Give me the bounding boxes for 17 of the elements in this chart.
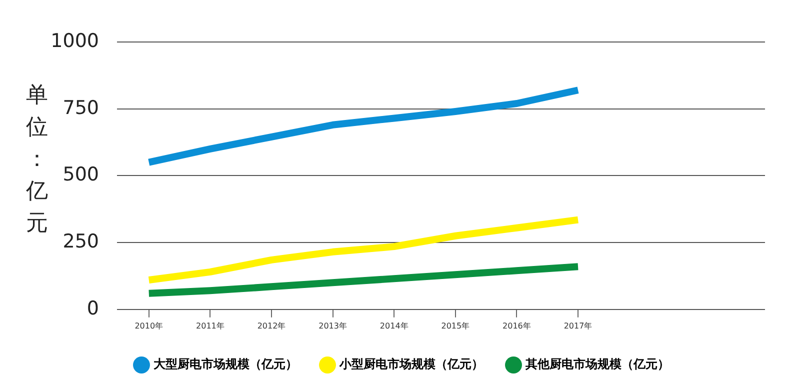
x-tick-label: 2013年 (318, 321, 347, 330)
legend-label: 大型厨电市场规模（亿元） (154, 357, 298, 372)
legend-label: 其他厨电市场规模（亿元） (524, 357, 670, 372)
x-tick-label: 2016年 (502, 321, 531, 330)
legend-label: 小型厨电市场规模（亿元） (338, 357, 484, 372)
x-tick-label: 2010年 (134, 321, 164, 330)
y-axis-title: 单位：亿元 (25, 82, 49, 238)
y-tick-label: 500 (62, 164, 99, 186)
y-tick-label: 250 (62, 230, 99, 252)
x-tick-label: 2017年 (564, 321, 592, 330)
y-tick-label: 750 (62, 96, 99, 119)
x-tick-label: 2012年 (257, 321, 286, 330)
x-tick-label: 2011年 (196, 321, 224, 330)
x-tick-label: 2014年 (380, 321, 408, 330)
y-tick-label: 1000 (50, 30, 99, 52)
y-tick-label: 0 (86, 297, 99, 320)
x-tick-label: 2015年 (441, 321, 470, 330)
